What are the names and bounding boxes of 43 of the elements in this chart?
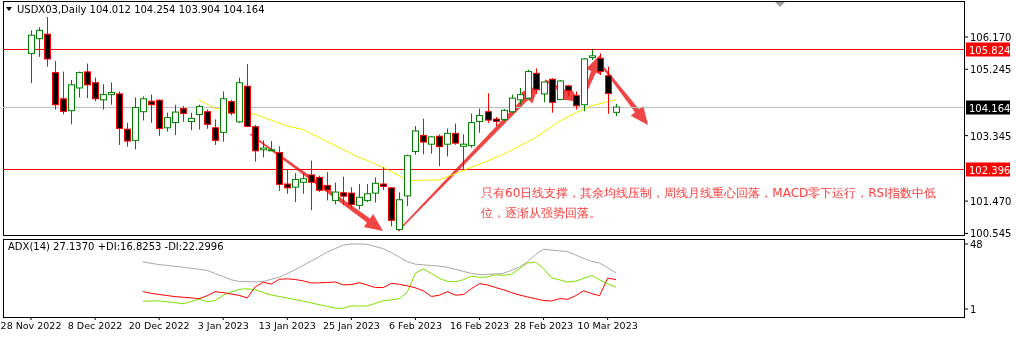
candlestick [605,66,612,115]
chart-title: USDX03,Daily 104.012 104.254 103.904 104.164 [17,4,265,15]
ref-line-label: 104.164 [969,102,1011,114]
candlestick [420,118,427,155]
y-tick-label: 48 [970,238,983,250]
x-tick-label: 10 Mar 2023 [577,320,638,331]
chart-title: ADX(14) 27.1370 +DI:16.8253 -DI:22.2996 [8,241,224,252]
candlestick [533,67,540,95]
x-tick-label: 20 Dec 2022 [128,320,190,331]
candlestick [476,108,483,134]
candlestick [412,125,419,156]
y-tick-label: 105.245 [970,64,1012,76]
x-tick-label: 8 Dec 2022 [67,320,123,331]
y-tick-label: 100.545 [970,228,1012,240]
candlestick [444,127,451,157]
candlestick [573,90,580,111]
ref-line-label: 105.824 [969,44,1011,56]
candlestick [597,52,604,76]
candlestick [549,77,556,114]
x-tick-label: 28 Feb 2023 [514,320,574,331]
x-tick-label: 25 Jan 2023 [322,320,380,331]
candlestick [541,81,548,103]
x-tick-label: 3 Jan 2023 [197,320,249,331]
y-tick-label: 106.170 [970,31,1012,43]
candlestick [204,109,211,130]
line-series [142,261,617,309]
x-tick-label: 28 Nov 2022 [0,320,62,331]
line-series [142,277,617,302]
x-tick-label: 16 Feb 2023 [449,320,510,331]
candlestick [212,118,219,146]
line-series [198,99,617,182]
candlestick [332,182,339,205]
y-tick-label: 101.470 [970,196,1012,208]
y-tick-label: 103.345 [970,130,1012,142]
x-tick-label: 6 Feb 2023 [388,320,442,331]
ref-line-label: 102.396 [969,164,1011,176]
candlestick [436,133,443,167]
x-tick-label: 13 Jan 2023 [258,320,316,331]
y-tick-label: 1 [970,303,977,315]
candlestick [196,104,203,131]
candlestick [124,122,131,148]
candlestick [452,123,459,146]
annotation: 只有60日线支撑，其余均线压制，周线月线重心回落，MACD零下运行，RSI指数中低位，逐渐从强势回落。 [481,186,936,220]
